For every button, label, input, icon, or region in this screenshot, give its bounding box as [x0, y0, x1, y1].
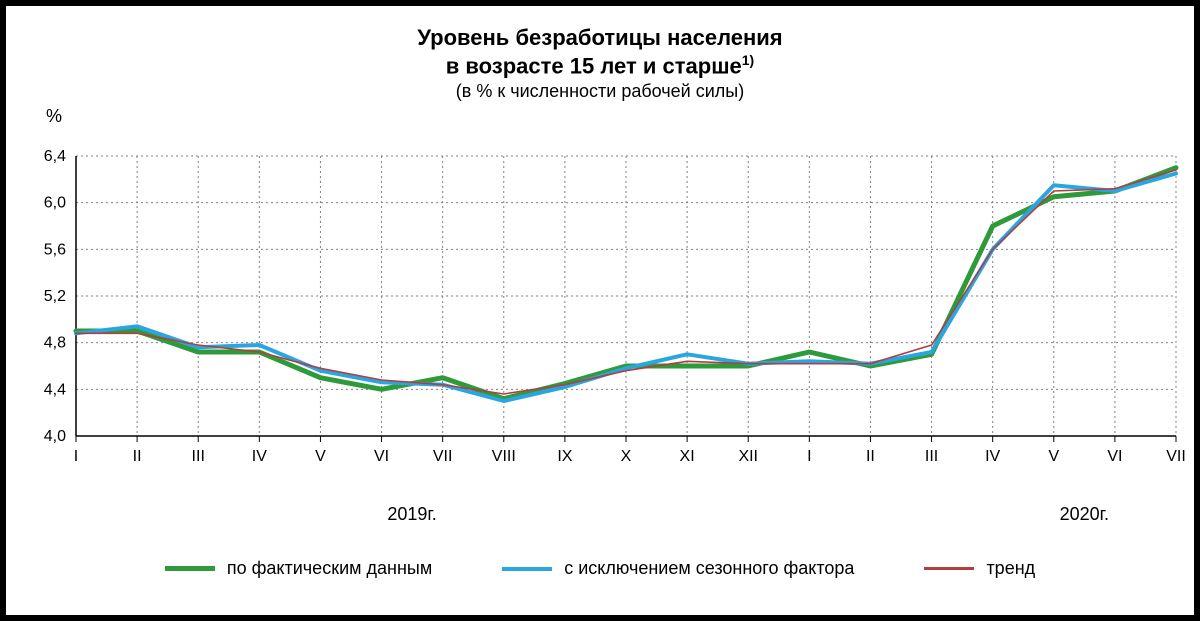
x-tick-label: V [315, 448, 326, 465]
legend-item-actual: по фактическим данным [165, 558, 432, 579]
x-tick-label: VIII [492, 448, 516, 465]
chart-plot: 4,04,44,85,25,66,06,4IIIIIIIVVVIVIIVIIII… [6, 6, 1194, 615]
x-tick-label: X [621, 448, 632, 465]
y-tick-label: 4,0 [44, 428, 66, 445]
x-tick-label: VI [374, 448, 389, 465]
x-tick-label: VII [1166, 448, 1186, 465]
y-tick-label: 6,4 [44, 148, 66, 165]
x-tick-label: V [1048, 448, 1059, 465]
legend-swatch [502, 567, 552, 571]
x-tick-label: XI [680, 448, 695, 465]
legend-swatch [924, 567, 974, 570]
x-year-label: 2019г. [387, 504, 436, 524]
y-tick-label: 6,0 [44, 195, 66, 212]
x-tick-label: I [74, 448, 78, 465]
x-tick-label: II [133, 448, 142, 465]
y-tick-label: 5,6 [44, 241, 66, 258]
x-tick-label: I [807, 448, 811, 465]
x-tick-label: II [866, 448, 875, 465]
x-tick-label: III [192, 448, 205, 465]
x-year-label: 2020г. [1060, 504, 1109, 524]
x-tick-label: VII [433, 448, 453, 465]
x-tick-label: IV [985, 448, 1000, 465]
x-tick-label: IV [252, 448, 267, 465]
y-tick-label: 4,8 [44, 335, 66, 352]
x-tick-label: VI [1107, 448, 1122, 465]
legend-item-seasonal_adj: с исключением сезонного фактора [502, 558, 854, 579]
chart-frame: Уровень безработицы населения в возрасте… [0, 0, 1200, 621]
x-tick-label: XII [738, 448, 758, 465]
legend-item-trend: тренд [924, 558, 1035, 579]
legend-label: с исключением сезонного фактора [564, 558, 854, 579]
x-tick-label: III [925, 448, 938, 465]
y-tick-label: 4,4 [44, 381, 66, 398]
legend: по фактическим данным с исключением сезон… [6, 558, 1194, 579]
legend-label: по фактическим данным [227, 558, 432, 579]
legend-label: тренд [986, 558, 1035, 579]
y-tick-label: 5,2 [44, 288, 66, 305]
legend-swatch [165, 566, 215, 571]
x-tick-label: IX [557, 448, 572, 465]
